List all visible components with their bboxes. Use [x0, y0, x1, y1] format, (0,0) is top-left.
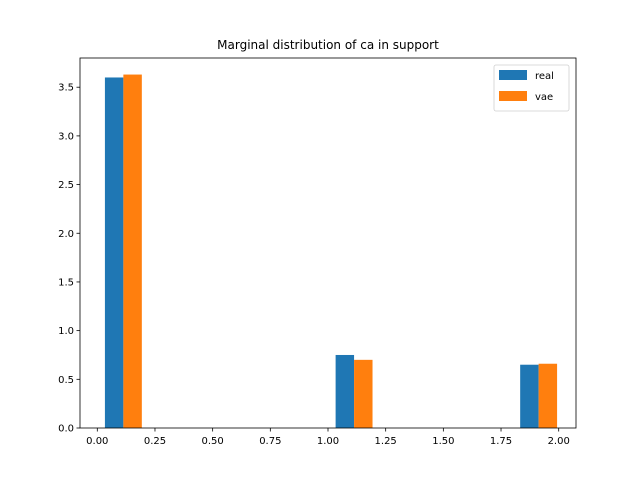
x-tick-label: 1.50 [432, 436, 454, 447]
x-tick-label: 0.00 [86, 436, 108, 447]
legend-label-real: real [535, 71, 554, 82]
legend: real vae [493, 64, 570, 112]
bar-vae-0 [123, 74, 142, 428]
y-tick-label: 3.0 [58, 131, 74, 142]
x-tick-label: 1.25 [375, 436, 397, 447]
bar-real-1 [335, 354, 355, 428]
plot-frame [79, 57, 577, 429]
bar-vae-2 [538, 363, 558, 428]
y-tick-label: 0.5 [58, 375, 74, 386]
x-tick-label: 2.00 [548, 436, 570, 447]
x-tick-label: 0.50 [202, 436, 224, 447]
y-tick-label: 2.5 [58, 180, 74, 191]
y-tick-label: 2.0 [58, 229, 74, 240]
x-tick-label: 1.75 [490, 436, 512, 447]
y-tick-label: 1.0 [58, 326, 74, 337]
bars-group [104, 74, 558, 428]
y-tick-label: 1.5 [58, 277, 74, 288]
y-tick-label: 0.0 [58, 424, 74, 435]
legend-swatch-vae [499, 91, 527, 101]
legend-swatch-real [499, 70, 527, 80]
x-tick-label: 1.00 [317, 436, 339, 447]
x-tick-label: 0.25 [144, 436, 166, 447]
y-axis-ticks: 0.0 0.5 1.0 1.5 2.0 2.5 3.0 3.5 [58, 83, 80, 435]
y-tick-label: 3.5 [58, 83, 74, 94]
bar-real-2 [520, 364, 539, 428]
bar-vae-1 [354, 359, 373, 428]
chart-title: Marginal distribution of ca in support [217, 38, 439, 52]
legend-label-vae: vae [535, 92, 553, 103]
bar-real-0 [104, 77, 124, 428]
x-axis-ticks: 0.00 0.25 0.50 0.75 1.00 1.25 1.50 1.75 2.00 [86, 428, 570, 447]
x-tick-label: 0.75 [259, 436, 281, 447]
